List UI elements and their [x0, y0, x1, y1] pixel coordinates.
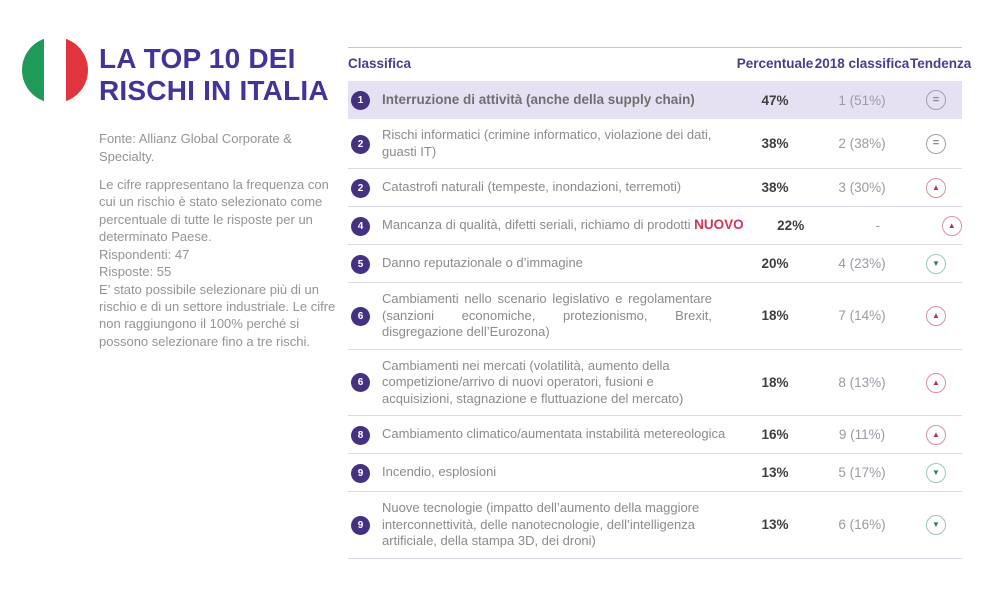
trend-down-icon: ▼ — [926, 463, 946, 483]
methodology-text: Le cifre rappresentano la frequenza con … — [99, 177, 329, 245]
risk-label: Incendio, esplosioni — [382, 464, 497, 480]
table-row: 9 Nuove tecnologie (impatto dell’aumento… — [348, 492, 962, 559]
rank-badge: 2 — [351, 134, 370, 154]
responses-count: Risposte: 55 — [99, 264, 172, 280]
trend-up-icon: ▲ — [926, 425, 946, 445]
risk-label: Danno reputazionale o d’immagine — [382, 255, 583, 271]
selection-note-text: E’ stato possibile selezionare più di un… — [99, 281, 336, 349]
previous-rank-value: 6 (16%) — [838, 517, 886, 533]
trend-equal-icon: = — [926, 90, 946, 111]
rank-badge: 1 — [351, 91, 370, 110]
risk-label: Rischi informatici (crimine informatico,… — [382, 127, 712, 159]
risk-label: Nuove tecnologie (impatto dell’aumento d… — [382, 500, 700, 548]
column-header-percentuale: Percentuale — [736, 56, 814, 71]
risk-ranking-table: Classifica Percentuale 2018 classifica T… — [348, 47, 972, 559]
sidebar: LA TOP 10 DEI RISCHI IN ITALIA Fonte: All… — [22, 37, 336, 350]
trend-up-icon: ▲ — [926, 178, 946, 198]
previous-rank-value: 1 (51%) — [838, 92, 886, 108]
percentage-value: 22% — [777, 218, 805, 233]
page-title: LA TOP 10 DEI RISCHI IN ITALIA — [99, 43, 336, 106]
methodology-note: Le cifre rappresentano la frequenza con … — [99, 176, 336, 350]
italy-flag-icon — [22, 37, 88, 103]
table-row: 6 Cambiamenti nello scenario legislativo… — [348, 283, 962, 350]
percentage-value: 13% — [761, 517, 789, 533]
trend-up-icon: ▲ — [926, 306, 946, 327]
page-title-line1: LA TOP 10 DEI — [99, 43, 296, 74]
respondents-count: Rispondenti: 47 — [99, 246, 190, 262]
rank-badge: 8 — [351, 425, 370, 445]
percentage-value: 18% — [761, 308, 789, 324]
previous-rank-value: 3 (30%) — [838, 180, 886, 195]
table-row: 4 Mancanza di qualità, difetti seriali, … — [348, 207, 962, 245]
trend-up-icon: ▲ — [941, 216, 962, 236]
rank-badge: 4 — [351, 216, 370, 236]
risk-label: Mancanza di qualità, difetti seriali, ri… — [382, 217, 744, 233]
trend-equal-icon: = — [926, 133, 946, 154]
previous-rank-value: 7 (14%) — [838, 308, 886, 324]
percentage-value: 38% — [761, 180, 789, 195]
percentage-value: 47% — [761, 92, 789, 108]
risk-label: Cambiamento climatico/aumentata instabil… — [382, 426, 726, 442]
table-row: 8 Cambiamento climatico/aumentata instab… — [348, 416, 962, 454]
table-row: 9 Incendio, esplosioni 13% 5 (17%) ▼ — [348, 454, 962, 492]
sidebar-content: LA TOP 10 DEI RISCHI IN ITALIA Fonte: All… — [99, 37, 336, 350]
risk-label: Interruzione di attività (anche della su… — [382, 91, 695, 107]
percentage-value: 20% — [761, 256, 789, 271]
rank-badge: 6 — [351, 306, 370, 326]
risk-label: Cambiamenti nello scenario legislativo e… — [382, 291, 712, 339]
rank-badge: 5 — [351, 254, 370, 274]
trend-down-icon: ▼ — [926, 254, 946, 274]
percentage-value: 38% — [761, 136, 789, 151]
table-row: 2 Catastrofi naturali (tempeste, inondaz… — [348, 169, 962, 207]
previous-rank-value: 9 (11%) — [838, 427, 886, 442]
previous-rank-value: 5 (17%) — [838, 465, 886, 480]
risk-label: Cambiamenti nei mercati (volatilità, aum… — [382, 357, 684, 406]
rank-badge: 9 — [351, 515, 370, 535]
rank-badge: 2 — [351, 178, 370, 198]
previous-rank-value: 2 (38%) — [838, 136, 886, 151]
table-row: 5 Danno reputazionale o d’immagine 20% 4… — [348, 245, 962, 283]
table-row: 2 Rischi informatici (crimine informatic… — [348, 119, 962, 169]
risk-label: Catastrofi naturali (tempeste, inondazio… — [382, 179, 682, 195]
source-note: Fonte: Allianz Global Corporate & Specia… — [99, 131, 292, 164]
percentage-value: 18% — [761, 374, 789, 390]
percentage-value: 13% — [761, 465, 789, 480]
previous-rank-value: - — [875, 218, 880, 233]
page-title-line2: RISCHI IN ITALIA — [99, 74, 329, 106]
table-header-row: Classifica Percentuale 2018 classifica T… — [348, 48, 972, 81]
column-header-classifica: Classifica — [348, 56, 412, 71]
table-row: 6 Cambiamenti nei mercati (volatilità, a… — [348, 350, 962, 416]
rank-badge: 6 — [351, 373, 370, 393]
rank-badge: 9 — [351, 463, 370, 483]
trend-up-icon: ▲ — [926, 372, 946, 393]
previous-rank-value: 4 (23%) — [838, 256, 886, 271]
previous-rank-value: 8 (13%) — [838, 374, 886, 390]
percentage-value: 16% — [761, 427, 789, 442]
table-row: 1 Interruzione di attività (anche della … — [348, 81, 962, 119]
new-entry-label: NUOVO — [694, 217, 744, 233]
column-header-tendenza: Tendenza — [910, 56, 972, 71]
column-header-2018-classifica: 2018 classifica — [814, 56, 910, 71]
trend-down-icon: ▼ — [926, 515, 946, 536]
